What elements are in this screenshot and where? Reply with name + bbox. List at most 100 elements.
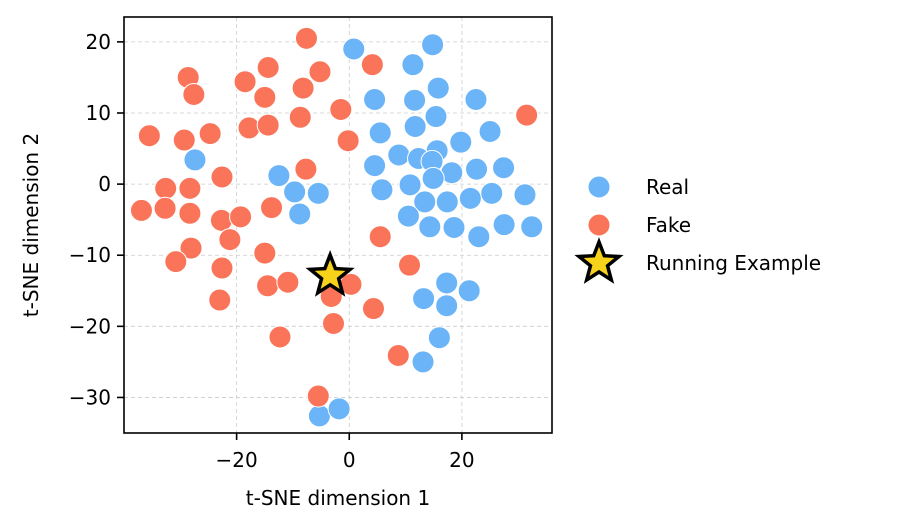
fake-point <box>360 53 384 77</box>
real-point <box>370 178 394 202</box>
real-point <box>424 105 448 129</box>
fake-point <box>256 274 280 298</box>
fake-point <box>336 129 360 153</box>
real-point <box>435 271 459 295</box>
real-point <box>421 33 445 57</box>
fake-point <box>178 201 202 225</box>
fake-point <box>210 165 234 189</box>
real-point <box>342 37 366 61</box>
real-point <box>183 148 207 172</box>
real-point <box>307 404 331 428</box>
real-point <box>465 157 489 181</box>
x-axis-title: t-SNE dimension 1 <box>246 486 430 510</box>
fake-point <box>182 83 206 107</box>
real-point <box>464 87 488 111</box>
real-point <box>387 143 411 167</box>
x-tick-label: −20 <box>216 448 258 472</box>
fake-point <box>137 124 161 148</box>
fake-point <box>237 116 261 140</box>
x-tick-label: 0 <box>343 448 356 472</box>
y-tick-label: −10 <box>69 243 111 267</box>
fake-point <box>256 55 280 79</box>
real-point <box>449 130 473 154</box>
legend-label-fake: Fake <box>646 213 691 237</box>
fake-point <box>218 228 242 252</box>
fake-point <box>178 176 202 200</box>
real-point <box>467 225 491 249</box>
real-point <box>458 186 482 210</box>
fake-point <box>233 70 257 94</box>
legend: Real Fake Running Example <box>574 175 821 284</box>
real-point <box>363 87 387 111</box>
fake-point <box>268 325 292 349</box>
fake-point <box>288 105 312 129</box>
real-point <box>492 213 516 237</box>
real-point <box>411 350 435 374</box>
legend-label-running-example: Running Example <box>646 251 821 275</box>
fake-point <box>276 270 300 294</box>
real-point <box>363 154 387 178</box>
plot-frame <box>123 16 553 434</box>
real-point <box>368 121 392 145</box>
legend-marker-running-example <box>574 237 624 284</box>
fake-point <box>308 60 332 84</box>
fake-point <box>294 157 318 181</box>
fake-point <box>260 196 284 220</box>
fake-point <box>306 384 330 408</box>
fake-point <box>253 241 277 265</box>
real-point <box>403 115 427 139</box>
real-point <box>288 202 312 226</box>
real-point <box>442 215 466 239</box>
y-axis-title: t-SNE dimension 2 <box>19 133 43 317</box>
fake-point <box>229 205 253 229</box>
real-point <box>413 190 437 214</box>
y-tick-label: −20 <box>69 314 111 338</box>
fake-point <box>210 256 234 280</box>
real-point <box>306 181 330 205</box>
real-point <box>267 164 291 188</box>
fake-point <box>256 113 280 137</box>
fake-point <box>321 311 345 335</box>
real-point <box>520 215 544 239</box>
real-point <box>457 279 481 303</box>
fake-point <box>209 208 233 232</box>
fake-point <box>361 297 385 321</box>
real-point <box>492 156 516 180</box>
fake-point <box>398 253 422 277</box>
fake-point <box>386 343 410 367</box>
legend-label-real: Real <box>646 175 689 199</box>
fake-point <box>129 198 153 222</box>
fake-point <box>294 26 318 50</box>
x-tick-label: 20 <box>449 448 474 472</box>
y-tick-label: 20 <box>86 30 111 54</box>
legend-marker-real <box>587 175 611 199</box>
real-point <box>478 119 502 143</box>
fake-point <box>368 225 392 249</box>
y-tick-label: 0 <box>98 172 111 196</box>
fake-point <box>198 122 222 146</box>
axis-ticks: −20 0 20 −30 −20 −10 0 10 20 <box>69 30 475 472</box>
real-point <box>435 190 459 214</box>
real-point <box>435 294 459 318</box>
real-point <box>403 88 427 112</box>
real-point <box>398 173 422 197</box>
running-example-star-point <box>305 249 355 297</box>
y-tick-label: 10 <box>86 101 111 125</box>
fake-point <box>154 176 178 200</box>
real-point <box>412 287 436 311</box>
real-point <box>427 326 451 350</box>
real-point <box>401 53 425 77</box>
fake-point <box>253 85 277 109</box>
real-point <box>421 166 445 190</box>
fake-point <box>179 236 203 260</box>
fake-point <box>208 288 232 312</box>
real-point <box>513 183 537 207</box>
fake-point <box>291 76 315 100</box>
fake-point <box>515 103 539 127</box>
real-point <box>426 76 450 100</box>
data-points <box>129 26 544 428</box>
real-point <box>327 397 351 421</box>
real-point <box>418 215 442 239</box>
fake-point <box>153 196 177 220</box>
